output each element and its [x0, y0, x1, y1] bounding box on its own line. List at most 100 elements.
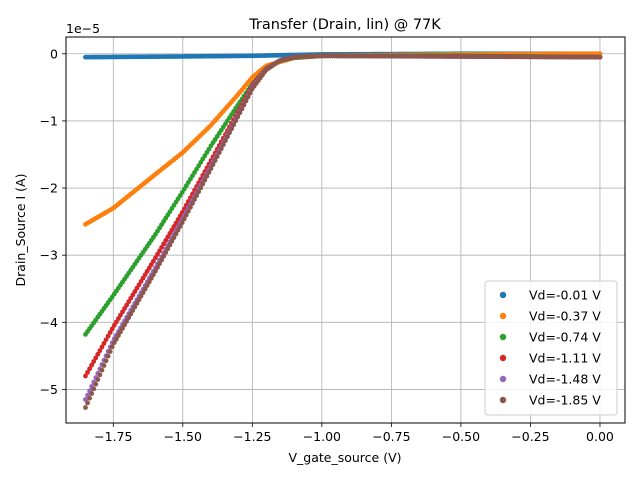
data-point [105, 353, 111, 359]
data-point [126, 315, 132, 321]
data-point [167, 231, 173, 236]
x-tick-label: −0.50 [442, 429, 480, 444]
data-point [97, 372, 103, 378]
data-point [163, 237, 169, 243]
data-point [202, 177, 208, 183]
data-point [175, 227, 181, 233]
data-point [140, 290, 146, 296]
data-point [95, 351, 101, 357]
data-point [124, 318, 130, 324]
series-5 [83, 53, 603, 410]
data-point [109, 344, 115, 350]
data-point [85, 369, 90, 375]
data-point [153, 268, 158, 274]
data-point [245, 94, 251, 100]
y-tick-label: −2 [40, 181, 58, 196]
y-axis-label: Drain_Source I (A) [13, 174, 28, 287]
data-point [597, 54, 603, 60]
legend-marker [499, 291, 507, 299]
data-point [173, 220, 179, 226]
data-point [183, 212, 189, 218]
data-point [206, 169, 212, 175]
data-points [83, 51, 603, 410]
data-point [87, 395, 92, 401]
data-point [239, 106, 245, 112]
data-point [107, 330, 113, 335]
legend: Vd=-0.01 V Vd=-0.37 V Vd=-0.74 V Vd=-1.11 V… [484, 280, 618, 416]
data-point [223, 138, 228, 144]
data-point [134, 300, 140, 306]
data-point [111, 340, 117, 346]
data-point [99, 344, 105, 350]
data-point [132, 304, 138, 310]
data-point [103, 337, 109, 343]
data-point [97, 348, 103, 354]
data-point [89, 362, 95, 368]
data-point [200, 181, 206, 187]
data-point [99, 367, 105, 373]
data-point [171, 224, 177, 229]
data-point [142, 286, 148, 292]
data-point [208, 166, 214, 171]
data-point [169, 227, 175, 233]
data-point [196, 189, 202, 195]
data-point [157, 248, 162, 254]
data-point [161, 241, 167, 247]
data-point [177, 224, 183, 229]
data-point [210, 162, 216, 167]
data-point [167, 242, 173, 248]
data-point [179, 220, 185, 226]
data-point [136, 297, 142, 303]
data-point [216, 150, 222, 156]
data-point [85, 400, 90, 406]
y-tick-label: −4 [40, 315, 58, 330]
data-point [165, 246, 171, 252]
data-point [225, 134, 230, 140]
data-point [95, 377, 101, 382]
axis-ticks: −1.75 −1.50 −1.25 −1.00 −0.75 −0.50 −0.25 0.00 0… [40, 46, 614, 444]
legend-marker [499, 312, 507, 320]
data-point [204, 173, 210, 179]
data-point [155, 251, 160, 257]
data-point [120, 326, 125, 331]
data-point [83, 373, 88, 379]
data-point [159, 244, 165, 250]
data-point [146, 279, 152, 285]
legend-entry-label: Vd=-0.37 V [529, 309, 601, 324]
data-point [93, 355, 99, 361]
data-point [171, 235, 177, 241]
y-tick-label: −1 [40, 113, 58, 128]
x-tick-label: −1.50 [164, 429, 202, 444]
data-point [105, 333, 111, 339]
data-point [169, 238, 175, 244]
data-point [118, 329, 123, 335]
grid-lines [66, 37, 625, 423]
data-point [144, 283, 150, 288]
x-tick-label: −1.00 [303, 429, 341, 444]
data-point [157, 261, 162, 267]
data-point [138, 293, 144, 299]
data-point [153, 255, 158, 261]
data-point [233, 118, 239, 124]
legend-marker [499, 333, 507, 341]
y-tick-label: −5 [40, 382, 58, 397]
legend-marker [499, 396, 507, 404]
data-point [116, 333, 121, 338]
x-tick-label: −0.25 [511, 429, 549, 444]
data-point [101, 340, 107, 346]
data-point [87, 366, 92, 372]
legend-entry-label: Vd=-0.01 V [529, 288, 601, 303]
x-tick-label: −1.75 [94, 429, 132, 444]
plot-frame [65, 36, 626, 424]
data-point [163, 250, 169, 255]
data-point [185, 208, 191, 214]
data-point [237, 110, 243, 116]
x-axis-label: V_gate_source (V) [288, 450, 401, 465]
data-point [198, 185, 204, 191]
data-point [218, 146, 224, 152]
data-point [190, 200, 195, 206]
x-tick-label: 0.00 [586, 429, 614, 444]
data-point [173, 231, 179, 237]
x-tick-label: −1.25 [233, 429, 271, 444]
